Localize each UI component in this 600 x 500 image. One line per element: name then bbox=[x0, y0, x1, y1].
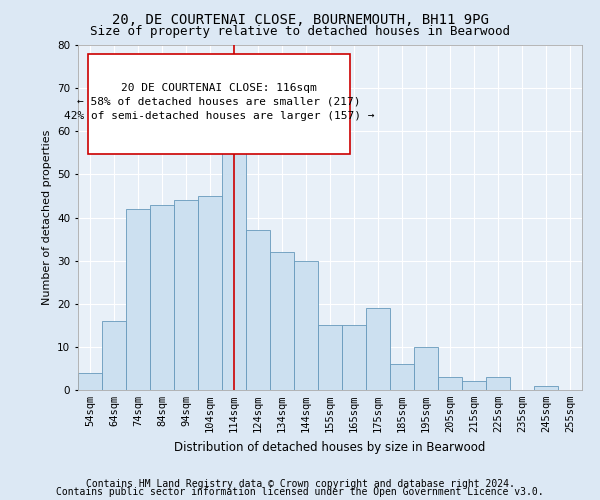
Text: 20 DE COURTENAI CLOSE: 116sqm
← 58% of detached houses are smaller (217)
42% of : 20 DE COURTENAI CLOSE: 116sqm ← 58% of d… bbox=[64, 83, 374, 121]
Bar bbox=[534, 386, 558, 390]
Text: 20, DE COURTENAI CLOSE, BOURNEMOUTH, BH11 9PG: 20, DE COURTENAI CLOSE, BOURNEMOUTH, BH1… bbox=[112, 12, 488, 26]
Bar bbox=[150, 204, 174, 390]
Bar bbox=[246, 230, 270, 390]
Bar bbox=[438, 377, 462, 390]
Bar bbox=[318, 326, 342, 390]
Bar bbox=[414, 347, 438, 390]
Text: Size of property relative to detached houses in Bearwood: Size of property relative to detached ho… bbox=[90, 25, 510, 38]
Bar bbox=[366, 308, 390, 390]
Bar bbox=[78, 373, 102, 390]
Bar bbox=[270, 252, 294, 390]
Bar bbox=[342, 326, 366, 390]
FancyBboxPatch shape bbox=[88, 54, 350, 154]
Bar bbox=[486, 377, 510, 390]
Bar bbox=[222, 127, 246, 390]
Bar bbox=[174, 200, 198, 390]
Bar bbox=[294, 260, 318, 390]
X-axis label: Distribution of detached houses by size in Bearwood: Distribution of detached houses by size … bbox=[175, 440, 485, 454]
Bar bbox=[102, 321, 126, 390]
Bar bbox=[198, 196, 222, 390]
Y-axis label: Number of detached properties: Number of detached properties bbox=[41, 130, 52, 305]
Bar bbox=[126, 209, 150, 390]
Bar bbox=[462, 382, 486, 390]
Text: Contains HM Land Registry data © Crown copyright and database right 2024.: Contains HM Land Registry data © Crown c… bbox=[86, 479, 514, 489]
Text: Contains public sector information licensed under the Open Government Licence v3: Contains public sector information licen… bbox=[56, 487, 544, 497]
Bar bbox=[390, 364, 414, 390]
